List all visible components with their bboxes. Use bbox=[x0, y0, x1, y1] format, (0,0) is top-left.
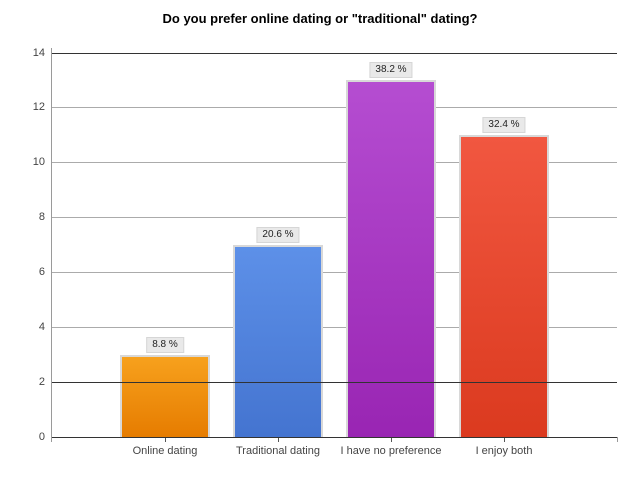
x-axis-label-traditional-dating: Traditional dating bbox=[236, 445, 320, 457]
value-label-i-have-no-preference: 38.2 % bbox=[369, 62, 413, 79]
y-tick-label-2: 2 bbox=[38, 375, 45, 388]
x-axis-label-i-have-no-preference: I have no preference bbox=[340, 445, 442, 457]
x-axis-tick-i-have-no-preference bbox=[390, 437, 392, 442]
y-axis-line bbox=[51, 48, 52, 442]
value-label-traditional-dating: 20.6 % bbox=[256, 227, 300, 243]
x-axis-end-tick bbox=[616, 437, 618, 442]
y-tick-label-12: 12 bbox=[32, 101, 45, 114]
x-axis-tick-online-dating bbox=[164, 437, 166, 442]
bar-i-have-no-preference bbox=[346, 80, 436, 437]
x-axis-label-i-enjoy-both: I enjoy both bbox=[475, 445, 533, 457]
y-tick-label-4: 4 bbox=[38, 320, 45, 333]
gridline-10 bbox=[52, 162, 617, 164]
bar-i-enjoy-both bbox=[459, 135, 549, 437]
bar-traditional-dating bbox=[233, 245, 323, 437]
value-label-i-enjoy-both: 32.4 % bbox=[482, 117, 526, 134]
y-tick-label-6: 6 bbox=[38, 265, 45, 278]
y-tick-label-14: 14 bbox=[32, 46, 45, 59]
x-axis-tick-traditional-dating bbox=[277, 437, 279, 442]
x-axis-tick-i-enjoy-both bbox=[503, 437, 505, 442]
y-tick-label-10: 10 bbox=[32, 156, 45, 169]
gridline-8 bbox=[52, 217, 617, 219]
x-axis-label-online-dating: Online dating bbox=[132, 445, 198, 457]
gridline-2 bbox=[52, 381, 617, 383]
gridline-12 bbox=[52, 107, 617, 109]
bar-online-dating bbox=[120, 354, 210, 437]
gridline-14 bbox=[52, 52, 617, 54]
gridline-4 bbox=[52, 326, 617, 328]
y-tick-label-8: 8 bbox=[38, 211, 45, 224]
plot-area: 8.8 % 20.6 % 38.2 % 32.4 % bbox=[52, 52, 618, 442]
chart-title: Do you prefer online dating or "traditio… bbox=[162, 11, 478, 26]
value-label-online-dating: 8.8 % bbox=[146, 336, 184, 353]
gridline-6 bbox=[52, 271, 617, 273]
y-tick-label-0: 0 bbox=[38, 430, 45, 443]
gridline-0 bbox=[52, 436, 617, 438]
